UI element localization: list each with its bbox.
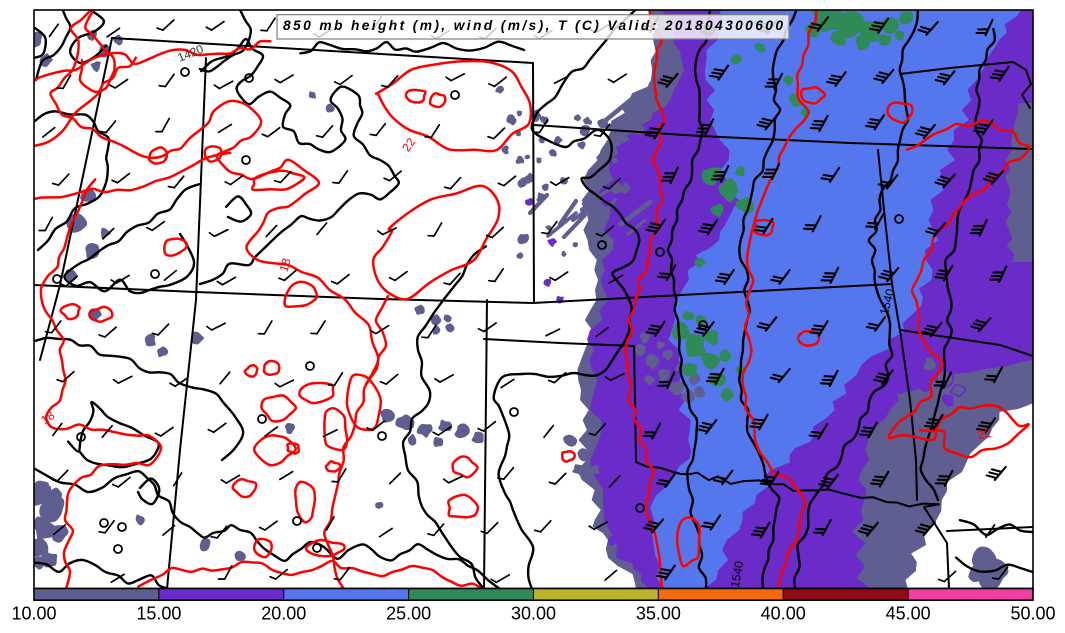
svg-text:35.00: 35.00 bbox=[636, 604, 681, 624]
svg-text:50.00: 50.00 bbox=[1010, 604, 1055, 624]
svg-text:45.00: 45.00 bbox=[886, 604, 931, 624]
svg-text:40.00: 40.00 bbox=[761, 604, 806, 624]
svg-text:22: 22 bbox=[977, 426, 993, 442]
svg-text:850 mb height (m), wind (m/s),: 850 mb height (m), wind (m/s), T (C) Val… bbox=[283, 18, 783, 33]
svg-text:18: 18 bbox=[277, 256, 294, 273]
svg-text:1540: 1540 bbox=[728, 560, 746, 589]
svg-text:1540: 1540 bbox=[877, 287, 898, 317]
svg-text:20.00: 20.00 bbox=[261, 604, 306, 624]
svg-text:10.00: 10.00 bbox=[11, 604, 56, 624]
svg-text:15.00: 15.00 bbox=[136, 604, 181, 624]
svg-text:30.00: 30.00 bbox=[511, 604, 556, 624]
svg-text:25.00: 25.00 bbox=[386, 604, 431, 624]
